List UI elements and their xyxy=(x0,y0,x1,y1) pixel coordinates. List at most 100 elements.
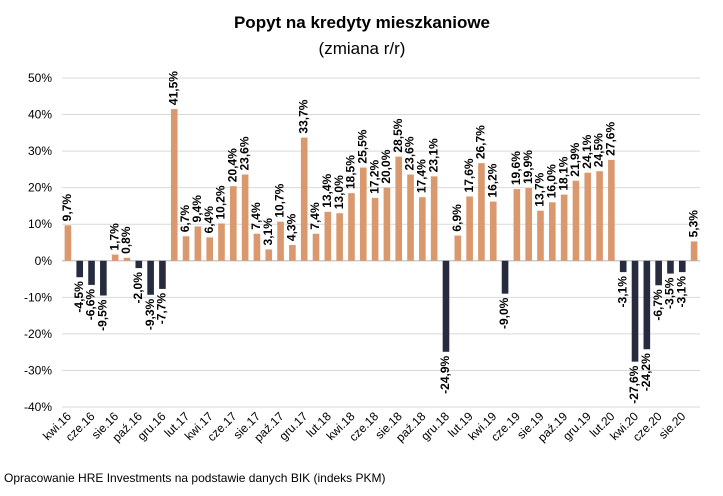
data-label: 19,6% xyxy=(509,151,523,185)
bar xyxy=(300,137,308,261)
bar xyxy=(608,159,615,261)
bar xyxy=(489,201,497,261)
data-label: 18,1% xyxy=(556,156,570,190)
bar xyxy=(501,260,509,294)
data-label: 13,0% xyxy=(332,175,346,209)
data-label: -7,7% xyxy=(155,293,169,325)
y-tick-label: -40% xyxy=(24,400,52,414)
bar xyxy=(64,225,72,261)
data-label: -2,0% xyxy=(131,272,145,304)
data-label: 16,0% xyxy=(544,164,558,198)
bar xyxy=(407,174,414,261)
source-note: Opracowanie HRE Investments na podstawie… xyxy=(4,471,386,485)
data-label: -9,0% xyxy=(497,297,511,329)
data-label: -6,6% xyxy=(84,289,98,321)
bar xyxy=(395,156,403,261)
bar xyxy=(265,249,273,261)
bar xyxy=(525,188,532,261)
data-label: 0,8% xyxy=(119,226,133,254)
data-label: 7,4% xyxy=(308,202,322,230)
bar xyxy=(466,196,473,261)
data-label: 17,6% xyxy=(462,158,476,192)
data-label: 6,9% xyxy=(450,204,464,232)
bar xyxy=(383,187,391,261)
bar xyxy=(537,210,544,261)
data-label: 25,5% xyxy=(355,129,369,163)
bar xyxy=(619,260,627,273)
y-tick-label: 0% xyxy=(35,254,53,268)
chart-title: Popyt na kredyty mieszkaniowe xyxy=(234,13,490,32)
data-label: 10,2% xyxy=(214,185,228,219)
bar xyxy=(348,193,355,261)
bar xyxy=(312,233,320,261)
bar xyxy=(584,172,592,261)
bar xyxy=(147,260,154,295)
bar xyxy=(442,260,450,352)
bar xyxy=(678,260,686,273)
data-label: 4,3% xyxy=(285,213,299,241)
bar xyxy=(655,260,662,286)
bar xyxy=(159,260,166,289)
bar xyxy=(194,226,202,261)
bar xyxy=(371,197,379,261)
data-label: 23,6% xyxy=(237,136,251,170)
y-tick-label: -30% xyxy=(24,363,52,377)
bar xyxy=(76,260,84,278)
bar xyxy=(88,260,95,285)
data-label: 20,4% xyxy=(225,148,239,182)
y-tick-label: 40% xyxy=(28,108,52,122)
data-label: 23,1% xyxy=(426,138,440,172)
data-label: -6,7% xyxy=(651,289,665,321)
data-label: 9,4% xyxy=(190,195,204,223)
data-label: -24,9% xyxy=(438,355,452,393)
data-label: 13,4% xyxy=(320,173,334,207)
data-label: 1,7% xyxy=(107,223,121,251)
bar xyxy=(643,260,651,350)
bar xyxy=(690,241,698,261)
data-label: 5,3% xyxy=(686,210,700,238)
data-label: -3,1% xyxy=(615,276,629,308)
data-label: 24,5% xyxy=(592,133,606,167)
bar xyxy=(206,237,213,261)
bar xyxy=(560,194,568,261)
y-tick-label: -20% xyxy=(24,327,52,341)
data-label: 27,6% xyxy=(604,122,618,156)
bar xyxy=(135,260,143,269)
data-label: 19,9% xyxy=(521,150,535,184)
data-label: 13,7% xyxy=(533,172,547,206)
bar xyxy=(572,180,580,261)
data-label: 6,7% xyxy=(178,205,192,233)
data-label: 10,7% xyxy=(273,183,287,217)
bar xyxy=(336,213,343,261)
bar xyxy=(123,257,131,261)
bar xyxy=(241,174,249,261)
data-label: 7,4% xyxy=(249,202,263,230)
bar xyxy=(596,171,603,261)
bar xyxy=(454,235,462,261)
y-tick-label: -10% xyxy=(24,290,52,304)
bar xyxy=(100,260,107,296)
bar xyxy=(430,176,438,261)
chart-subtitle: (zmiana r/r) xyxy=(319,39,406,58)
data-label: 3,1% xyxy=(261,218,275,246)
bar xyxy=(478,163,485,261)
data-label: -3,1% xyxy=(674,276,688,308)
bar xyxy=(253,233,261,261)
data-label: -9,3% xyxy=(143,298,157,330)
data-label: 9,7% xyxy=(60,194,74,222)
y-tick-label: 30% xyxy=(28,144,52,158)
bar xyxy=(111,254,119,261)
data-label: 41,5% xyxy=(166,71,180,105)
y-tick-label: 20% xyxy=(28,181,52,195)
data-label: 23,6% xyxy=(403,136,417,170)
bar xyxy=(277,221,284,261)
bar xyxy=(667,260,674,274)
data-label: 28,5% xyxy=(391,118,405,152)
bar xyxy=(182,236,190,261)
bar xyxy=(549,202,556,261)
data-label: 24,1% xyxy=(580,134,594,168)
data-label: -4,5% xyxy=(72,281,86,313)
data-label: 17,2% xyxy=(367,160,381,194)
bar xyxy=(631,260,639,362)
